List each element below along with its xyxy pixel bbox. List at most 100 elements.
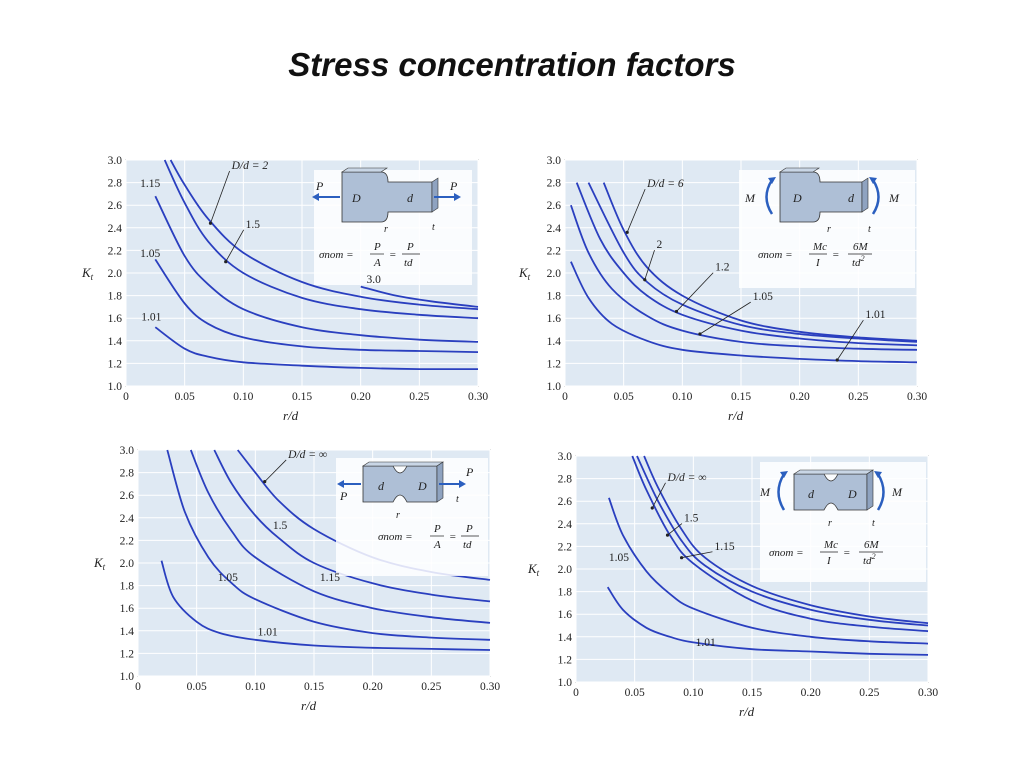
x-tick-label: 0.25 [421, 681, 441, 693]
label-leader-tip [263, 480, 267, 484]
y-tick-label: 1.0 [558, 677, 573, 689]
x-tick-label: 0.20 [351, 391, 371, 403]
curve-2 [587, 182, 918, 343]
thickness-label: t [456, 494, 459, 505]
svg-text:=: = [449, 531, 456, 543]
svg-text:P: P [433, 523, 441, 535]
curve-1-15 [154, 195, 479, 343]
svg-text:=: = [389, 249, 396, 261]
y-tick-label: 1.4 [558, 632, 573, 644]
small-d-label: d [407, 191, 414, 205]
radius-label: r [828, 518, 832, 529]
y-tick-label: 2.0 [558, 564, 573, 576]
curve-labels: D/d = ∞ 1.5 1.15 1.05 1.01 [218, 449, 340, 638]
load-label-right: P [449, 179, 458, 193]
curve-1-01 [570, 261, 918, 364]
curves [570, 182, 918, 364]
small-d-label: d [378, 479, 385, 493]
x-tick-label: 0.15 [292, 391, 312, 403]
inset-diagram: M M D d r t [739, 167, 915, 288]
x-tick-label: 0.10 [683, 687, 703, 699]
label-leader-tip [698, 332, 702, 336]
y-tick-label: 2.6 [558, 496, 573, 508]
x-tick-label: 0.15 [731, 391, 751, 403]
curves [606, 455, 929, 656]
load-label-left: P [339, 489, 348, 503]
svg-text:P: P [373, 241, 381, 253]
y-tick-label: 2.8 [547, 178, 562, 190]
y-tick-label: 2.0 [547, 268, 562, 280]
y-axis-label: Kt [81, 265, 94, 282]
curve-label: 1.5 [684, 513, 699, 525]
grid [125, 159, 479, 387]
label-leader-tip [224, 260, 228, 264]
curve-labels: D/d = 2 1.5 1.15 1.05 1.01 3.0 [140, 160, 381, 323]
label-leader-tip [835, 358, 839, 362]
curve-label: 1.15 [140, 178, 160, 190]
x-tick-label: 0.20 [790, 391, 810, 403]
curve-1-5 [163, 159, 479, 320]
y-tick-label: 3.0 [558, 451, 573, 463]
moment-arrow-right [871, 179, 880, 215]
svg-text:=: = [843, 547, 850, 559]
curve-label: D/d = 6 [646, 178, 684, 190]
x-tick-label: 0.30 [480, 681, 500, 693]
chart-bending-grooved-bar: 0 0.05 0.10 0.15 0.20 0.25 0.30 1.0 1.2 1.4 1.6 1.8… [527, 451, 938, 719]
tick-labels: 0 0.05 0.10 0.15 0.20 0.25 0.30 1.0 1.2 1.4 1.6 1.8… [120, 445, 501, 693]
big-D-label: D [792, 191, 802, 205]
load-label-right: P [465, 465, 474, 479]
x-tick-label: 0.30 [907, 391, 927, 403]
curve-1-5 [636, 455, 929, 627]
curve-label: 1.05 [609, 552, 629, 564]
x-tick-label: 0.15 [742, 687, 762, 699]
curve-label: 1.5 [273, 520, 288, 532]
curve-1-15 [631, 455, 929, 633]
label-leader-line [225, 229, 245, 262]
y-tick-label: 2.2 [120, 535, 135, 547]
x-tick-label: 0 [562, 391, 568, 403]
label-leader-tip [643, 278, 647, 282]
y-tick-label: 1.8 [547, 291, 562, 303]
curve-label: 2 [657, 239, 663, 251]
load-label-left: P [315, 179, 324, 193]
svg-text:td: td [404, 257, 413, 269]
label-leader-tip [674, 309, 679, 314]
y-tick-label: 3.0 [547, 155, 562, 167]
svg-text:Mc: Mc [812, 241, 827, 253]
x-tick-label: 0.25 [409, 391, 429, 403]
curve-1-2 [575, 182, 918, 347]
y-tick-label: 1.0 [547, 381, 562, 393]
x-axis-label: r/d [301, 698, 317, 713]
y-tick-label: 2.8 [108, 178, 123, 190]
x-axis-label: r/d [728, 408, 744, 423]
y-tick-label: 1.2 [547, 358, 562, 370]
label-leader-line [699, 301, 751, 335]
x-tick-label: 0.25 [859, 687, 879, 699]
y-tick-label: 2.2 [547, 245, 562, 257]
nominal-stress-formula: σnom = P A = P td [378, 523, 479, 551]
label-leader-tip [625, 230, 629, 234]
label-leader-line [644, 250, 655, 280]
x-tick-label: 0 [573, 687, 579, 699]
tick-labels: 0 0.05 0.10 0.15 0.20 0.25 0.30 1.0 1.2 1.4 1.6 1.8… [547, 155, 928, 403]
svg-text:A: A [373, 257, 381, 269]
label-leader-tip [208, 221, 213, 225]
label-leader-line [676, 272, 714, 312]
y-tick-label: 1.4 [120, 626, 135, 638]
y-tick-label: 2.0 [120, 558, 135, 570]
x-tick-label: 0.20 [801, 687, 821, 699]
svg-text:Mc: Mc [823, 539, 838, 551]
y-tick-label: 3.0 [120, 445, 135, 457]
y-tick-label: 2.6 [547, 200, 562, 212]
curve-label: 3.0 [367, 274, 382, 286]
svg-text:P: P [406, 241, 414, 253]
label-leader-tip [680, 556, 684, 560]
svg-text:I: I [826, 555, 832, 567]
big-D-label: D [351, 191, 361, 205]
y-tick-label: 1.6 [108, 313, 123, 325]
curve-Dd2 [169, 159, 479, 311]
inset-diagram: M M d D r t [759, 462, 926, 582]
y-tick-label: 1.0 [108, 381, 123, 393]
svg-text:σnom =: σnom = [319, 249, 354, 261]
radius-label: r [384, 224, 388, 235]
